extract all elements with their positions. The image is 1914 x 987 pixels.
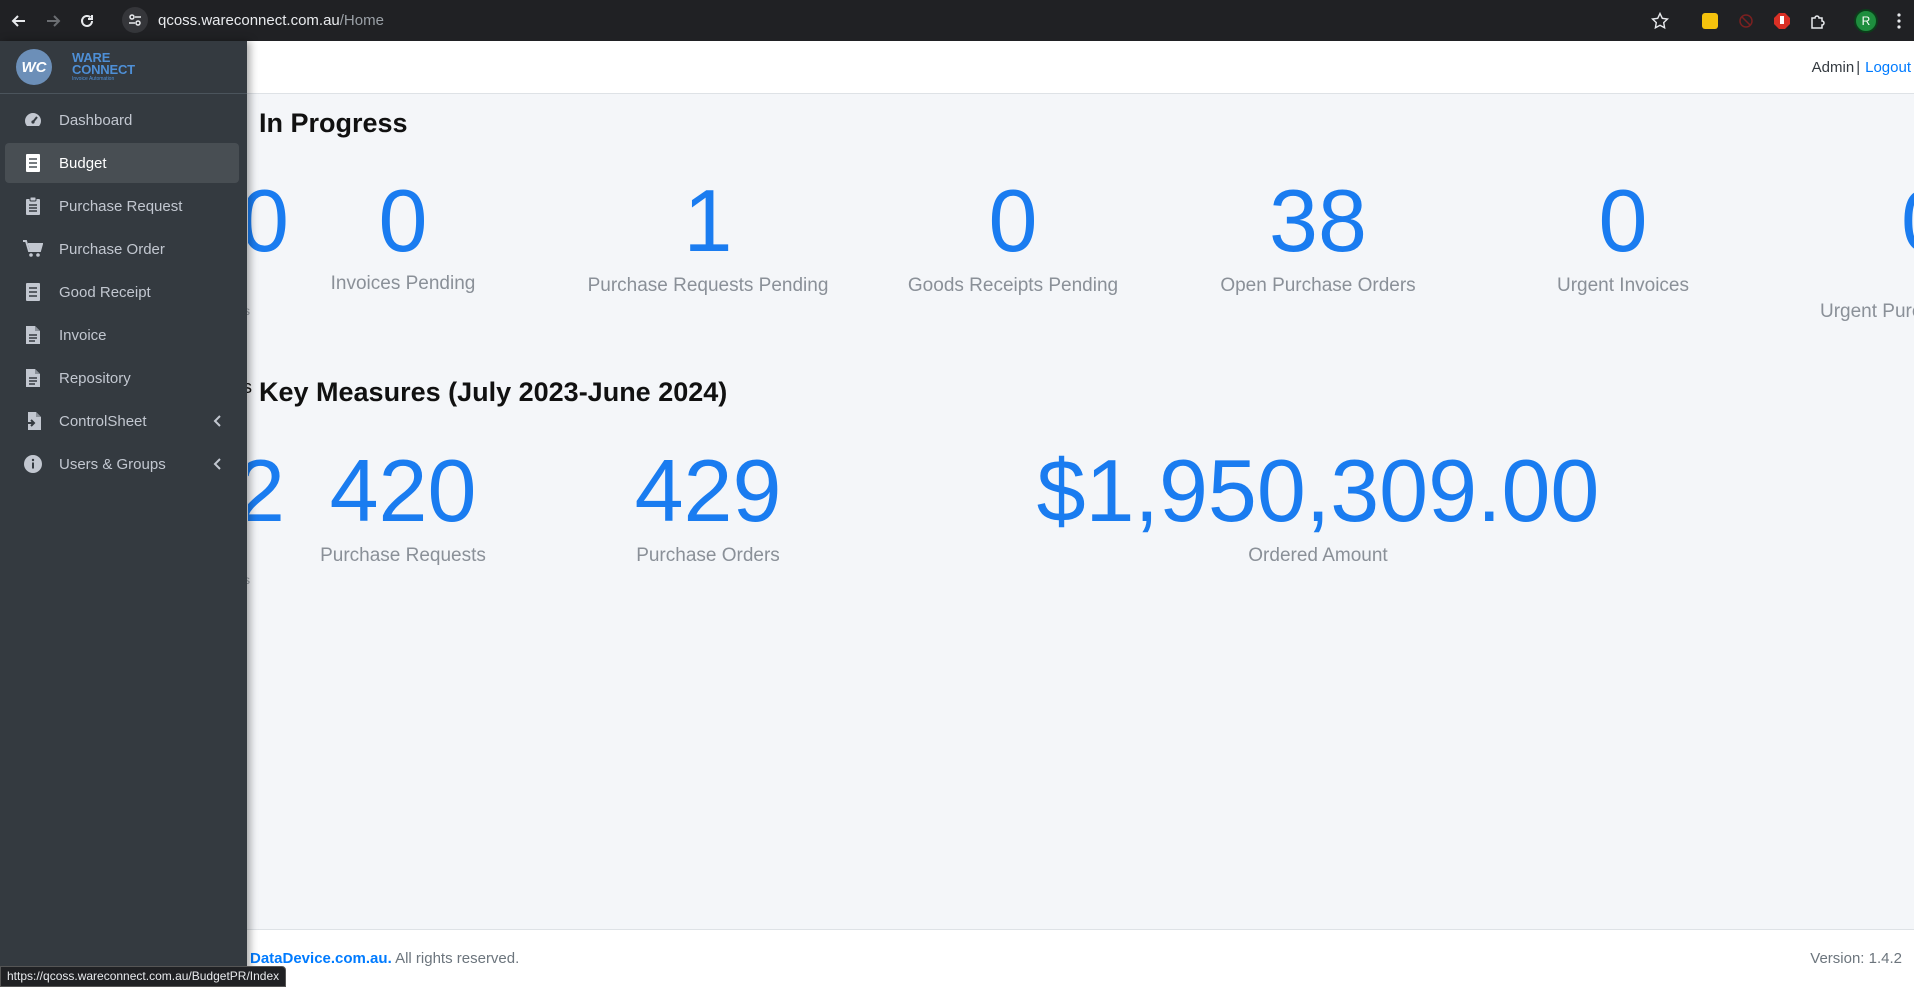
sidebar-item-label: Purchase Request <box>59 197 183 215</box>
file-import-icon <box>23 411 43 431</box>
clipped-stat-value: 2 <box>236 441 285 540</box>
stat-purchase-requests-pending[interactable]: 1 Purchase Requests Pending <box>558 171 858 297</box>
sidebar-item-users-groups[interactable]: Users & Groups <box>5 444 239 484</box>
clipped-stat-label: s <box>244 573 250 587</box>
stat-urgent-purchase-clipped[interactable]: 0 Urgent Purc <box>1819 171 1914 331</box>
file-icon <box>23 368 43 388</box>
sidebar-item-invoice[interactable]: Invoice <box>5 315 239 355</box>
chevron-left-icon <box>209 413 225 429</box>
stat-value: 420 <box>329 441 477 540</box>
stat-value: 0 <box>378 171 428 270</box>
sidebar-item-label: Budget <box>59 154 107 172</box>
back-icon[interactable] <box>2 4 36 38</box>
stat-label: Ordered Amount <box>1248 545 1388 566</box>
stat-open-purchase-orders[interactable]: 38 Open Purchase Orders <box>1168 171 1468 297</box>
sidebar-item-purchase-request[interactable]: Purchase Request <box>5 186 239 226</box>
sidebar-item-label: Users & Groups <box>59 455 166 473</box>
clipped-stat-value: 0 <box>240 171 289 270</box>
clipped-title-glyph: s <box>243 377 252 397</box>
stat-urgent-invoices[interactable]: 0 Urgent Invoices <box>1473 171 1773 297</box>
url-path: /Home <box>339 11 384 29</box>
chevron-left-icon <box>209 456 225 472</box>
sidebar-menu: Dashboard Budget Purchase Request Purcha… <box>0 94 247 484</box>
site-settings-icon[interactable] <box>122 7 148 33</box>
stat-label: Purchase Requests Pending <box>587 275 829 296</box>
header-separator: | <box>1856 59 1861 76</box>
user-name: Admin <box>1811 59 1855 76</box>
sidebar-item-controlsheet[interactable]: ControlSheet <box>5 401 239 441</box>
stat-value: 429 <box>634 441 782 540</box>
stat-ordered-amount[interactable]: $1,950,309.00 Ordered Amount <box>968 441 1668 567</box>
forward-icon[interactable] <box>36 4 70 38</box>
key-measures-title: Key Measures (July 2023-June 2024) <box>259 377 728 407</box>
stat-label: Urgent Invoices <box>1556 275 1689 296</box>
tachometer-icon <box>23 110 43 130</box>
browser-toolbar: qcoss.wareconnect.com.au /Home R <box>0 0 1914 41</box>
sidebar-item-label: ControlSheet <box>59 412 147 430</box>
bookmark-star-icon[interactable] <box>1642 0 1678 41</box>
stat-purchase-requests[interactable]: 420 Purchase Requests <box>253 441 553 567</box>
stat-label: Purchase Orders <box>636 545 780 566</box>
in-progress-title: In Progress <box>259 108 408 138</box>
logout-link[interactable]: Logout <box>1865 59 1911 76</box>
file-icon <box>23 325 43 345</box>
extension-yellow-icon[interactable] <box>1692 0 1728 41</box>
brand-link[interactable]: WC WARE CONNECT Invoice Automation <box>0 41 247 94</box>
stat-label: Open Purchase Orders <box>1220 275 1416 296</box>
browser-menu-icon[interactable] <box>1884 0 1914 41</box>
stat-value: 0 <box>1901 171 1914 271</box>
extensions-puzzle-icon[interactable] <box>1800 0 1836 41</box>
address-bar[interactable]: qcoss.wareconnect.com.au /Home <box>122 5 1652 35</box>
stat-value: $1,950,309.00 <box>1036 441 1600 540</box>
extension-stop-icon[interactable] <box>1764 0 1800 41</box>
stat-value: 38 <box>1269 171 1367 270</box>
brand-name-line2: CONNECT <box>72 62 135 77</box>
reload-icon[interactable] <box>70 4 104 38</box>
info-icon <box>23 454 43 474</box>
extension-blocked-icon[interactable] <box>1728 0 1764 41</box>
stat-label: Goods Receipts Pending <box>907 275 1119 296</box>
list-doc-icon <box>23 282 43 302</box>
clipped-stat-label: s <box>244 304 250 318</box>
stat-label: Purchase Requests <box>320 545 486 566</box>
url-host: qcoss.wareconnect.com.au <box>158 11 340 29</box>
stat-goods-receipts-pending[interactable]: 0 Goods Receipts Pending <box>863 171 1163 297</box>
stat-purchase-orders[interactable]: 429 Purchase Orders <box>558 441 858 567</box>
brand-tagline: Invoice Automation <box>72 76 115 82</box>
sidebar-item-budget[interactable]: Budget <box>5 143 239 183</box>
clipboard-icon <box>23 196 43 216</box>
stat-label: Urgent Purc <box>1820 301 1914 322</box>
list-doc-icon <box>23 153 43 173</box>
sidebar-item-label: Dashboard <box>59 111 133 129</box>
stat-value: 0 <box>1598 171 1648 270</box>
stat-invoices-pending[interactable]: 0 Invoices Pending <box>253 171 553 295</box>
brand-text: WARE CONNECT Invoice Automation <box>72 50 135 82</box>
link-status-bar: https://qcoss.wareconnect.com.au/BudgetP… <box>0 966 287 987</box>
main-header: Admin | Logout <box>247 41 1914 94</box>
brand-name-line1: WARE <box>72 50 111 65</box>
main-footer: DataDevice.com.au. All rights reserved. … <box>247 929 1914 987</box>
sidebar-item-label: Good Receipt <box>59 283 151 301</box>
profile-avatar[interactable]: R <box>1848 0 1884 41</box>
footer-rights: All rights reserved. <box>391 950 520 967</box>
sidebar-item-label: Invoice <box>59 326 107 344</box>
footer-brand-link[interactable]: DataDevice.com.au. <box>250 950 392 967</box>
sidebar-item-label: Purchase Order <box>59 240 165 258</box>
sidebar-item-purchase-order[interactable]: Purchase Order <box>5 229 239 269</box>
sidebar-item-dashboard[interactable]: Dashboard <box>5 100 239 140</box>
sidebar-item-good-receipt[interactable]: Good Receipt <box>5 272 239 312</box>
stat-value: 0 <box>988 171 1038 270</box>
profile-initial: R <box>1854 8 1878 33</box>
sidebar-item-label: Repository <box>59 369 131 387</box>
sidebar: WC WARE CONNECT Invoice Automation Dashb… <box>0 41 247 987</box>
stat-value: 1 <box>683 171 733 270</box>
version-label: Version: 1.4.2 <box>1810 950 1902 967</box>
brand-logo: WC <box>16 49 52 85</box>
stat-label: Invoices Pending <box>330 273 476 294</box>
sidebar-item-repository[interactable]: Repository <box>5 358 239 398</box>
cart-icon <box>23 239 43 259</box>
